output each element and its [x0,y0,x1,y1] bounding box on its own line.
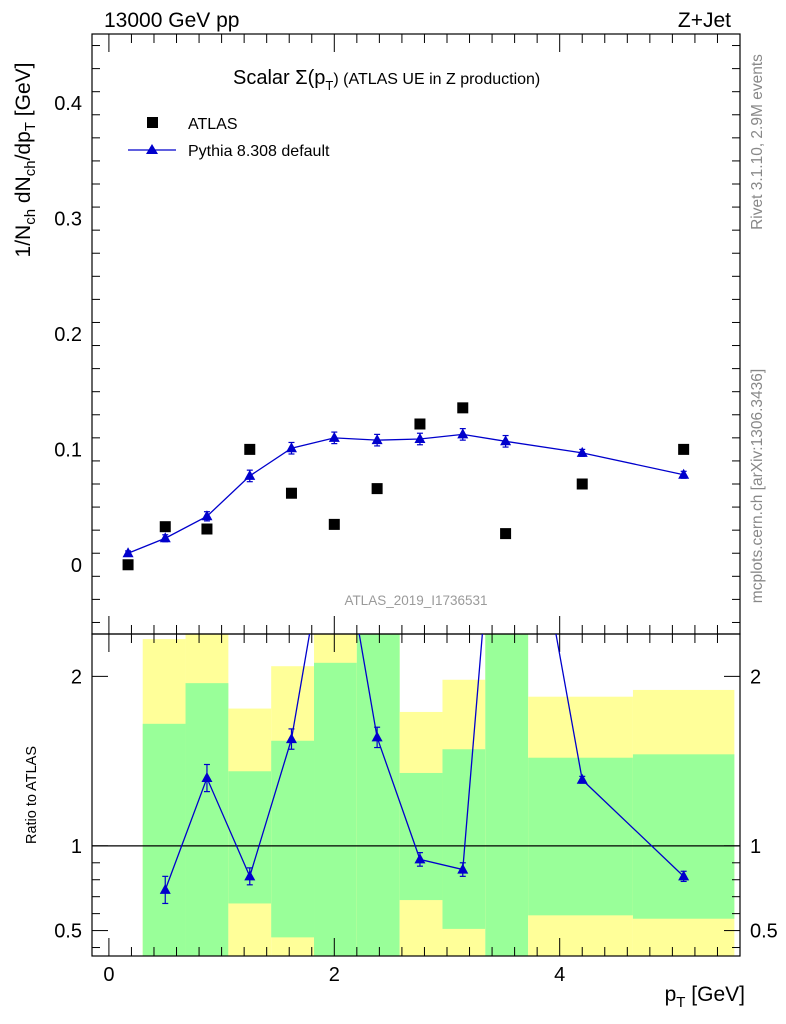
ratio-point [371,731,383,742]
pythia-point [457,428,469,439]
pythia-point [414,433,426,443]
atlas-point [678,443,690,455]
atlas-point [159,521,171,533]
atlas-point [244,443,256,455]
ratio-ytick-label-right: 1 [750,836,761,858]
ratio-panel-series [159,348,690,905]
ratio-bands [92,634,740,956]
tick-labels: 0 0.1 0.2 0.3 0.4 0.5 0.5 1 1 2 2 0 2 4 [54,93,778,986]
legend: ATLAS Pythia 8.308 default [128,116,330,160]
atlas-point [371,483,383,495]
ratio-point [500,348,511,358]
xtick-label: 0 [103,964,114,986]
ratio-panel-frame [91,633,741,957]
main-ytick-label: 0.4 [54,93,82,115]
ratio-ytick-label-left: 1 [71,836,82,858]
main-ytick-label: 0.1 [54,439,82,461]
pythia-point [678,468,690,479]
ratio-ytick-label-right: 0.5 [750,921,778,943]
atlas-point [576,478,588,490]
ratio-point [244,870,256,881]
plot-title-main: Scalar Σ(p [233,67,325,89]
pythia-point [576,446,588,457]
main-ytick-label: 0.2 [54,324,82,346]
ratio-ytick-label-right: 2 [750,666,761,688]
band-inner-8 [485,634,529,956]
ratio-point [678,870,690,881]
atlas-point [414,418,426,430]
pythia-point [371,434,383,445]
main-ytick-label: 0 [71,555,82,577]
plot-title-rest: ) (ATLAS UE in Z production) [333,71,540,88]
ratio-point [576,773,588,784]
ratio-point [329,484,340,494]
pythia-point [285,442,297,453]
ratio-point [457,863,469,874]
atlas-point [500,528,512,540]
main-panel-series [122,402,690,571]
legend-atlas-label: ATLAS [188,116,238,133]
mcplots-label: mcplots.cern.ch [arXiv:1306.3436] [749,369,766,603]
band-inner-3 [271,740,315,938]
atlas-point [122,559,134,571]
y-axis-label-main: 1/Nch dNch/dpT [GeV] [12,63,39,258]
band-inner-5 [356,634,400,956]
legend-atlas-marker [147,117,158,128]
header-right-label: Z+Jet [678,9,731,32]
ratio-ytick-label-left: 2 [71,666,82,688]
pythia-line [127,433,684,554]
band-inner-7 [442,749,486,929]
pythia-point [500,435,512,446]
pythia-point [328,431,340,442]
atlas-point [457,402,469,414]
band-inner-1 [185,683,229,956]
plot-title: Scalar Σ(pT) (ATLAS UE in Z production) [233,67,540,93]
axis-ticks [92,34,740,956]
band-inner-6 [399,772,443,901]
pythia-point [122,547,134,558]
band-inner-0 [142,723,186,956]
legend-pythia-label: Pythia 8.308 default [188,143,330,160]
rivet-version-label: Rivet 3.1.10, 2.9M events [749,54,766,230]
band-inner-10 [632,754,735,919]
pythia-point [201,510,213,521]
pythia-point [159,532,171,543]
legend-pythia-marker [146,144,158,154]
band-inner-4 [314,662,357,956]
pythia-point [244,469,256,480]
atlas-point [328,518,340,530]
ratio-point [159,883,171,894]
analysis-id-label: ATLAS_2019_I1736531 [344,593,487,608]
header-left-label: 13000 GeV pp [104,9,239,32]
xtick-label: 4 [554,964,565,986]
atlas-point [285,487,297,499]
ratio-point [414,853,426,864]
atlas-point [201,523,213,535]
band-inner-9 [528,757,633,916]
y-axis-label-ratio: Ratio to ATLAS [24,746,40,844]
ratio-point [285,733,297,744]
ratio-point [201,772,213,783]
x-axis-label: pT [GeV] [665,983,745,1011]
main-ytick-label: 0.3 [54,209,82,231]
plot-title-sub: T [325,78,333,93]
ratio-ytick-label-left: 0.5 [54,921,82,943]
xtick-label: 2 [329,964,340,986]
